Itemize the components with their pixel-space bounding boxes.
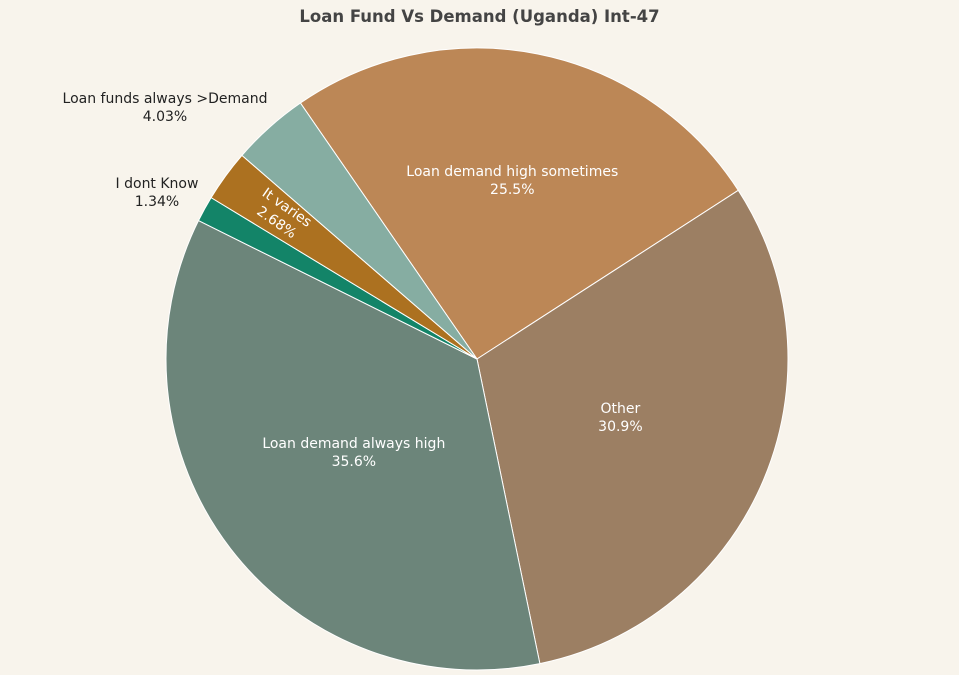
slice-label-name: Other bbox=[601, 401, 641, 417]
slice-label-name: Loan demand high sometimes bbox=[406, 164, 618, 180]
slice-label-other: Other 30.9% bbox=[598, 401, 642, 435]
pie-slice-loan-funds-always-demand[interactable] bbox=[241, 102, 478, 360]
slice-label-i-dont-know: I dont Know 1.34% bbox=[116, 176, 199, 210]
slice-label-value: 35.6% bbox=[332, 454, 376, 470]
slice-label-value: 30.9% bbox=[598, 419, 642, 435]
slice-label-name: Loan demand always high bbox=[262, 436, 445, 452]
slice-label-name: I dont Know bbox=[116, 176, 199, 192]
chart-title: Loan Fund Vs Demand (Uganda) Int-47 bbox=[299, 7, 660, 26]
pie-slice-loan-demand-always-high[interactable] bbox=[165, 219, 541, 671]
slice-label-loan-demand-always-high: Loan demand always high 35.6% bbox=[262, 436, 445, 470]
slice-label-loan-demand-high-sometimes: Loan demand high sometimes 25.5% bbox=[406, 164, 618, 198]
pie-slice-other[interactable] bbox=[476, 189, 789, 665]
slice-label-loan-funds-always-demand: Loan funds always >Demand 4.03% bbox=[63, 91, 268, 125]
pie-slice-loan-demand-high-sometimes[interactable] bbox=[299, 47, 739, 360]
slice-label-value: 1.34% bbox=[135, 194, 179, 210]
slice-label-value: 4.03% bbox=[143, 109, 187, 125]
slice-label-value: 25.5% bbox=[490, 182, 534, 198]
slice-label-name: Loan funds always >Demand bbox=[63, 91, 268, 107]
